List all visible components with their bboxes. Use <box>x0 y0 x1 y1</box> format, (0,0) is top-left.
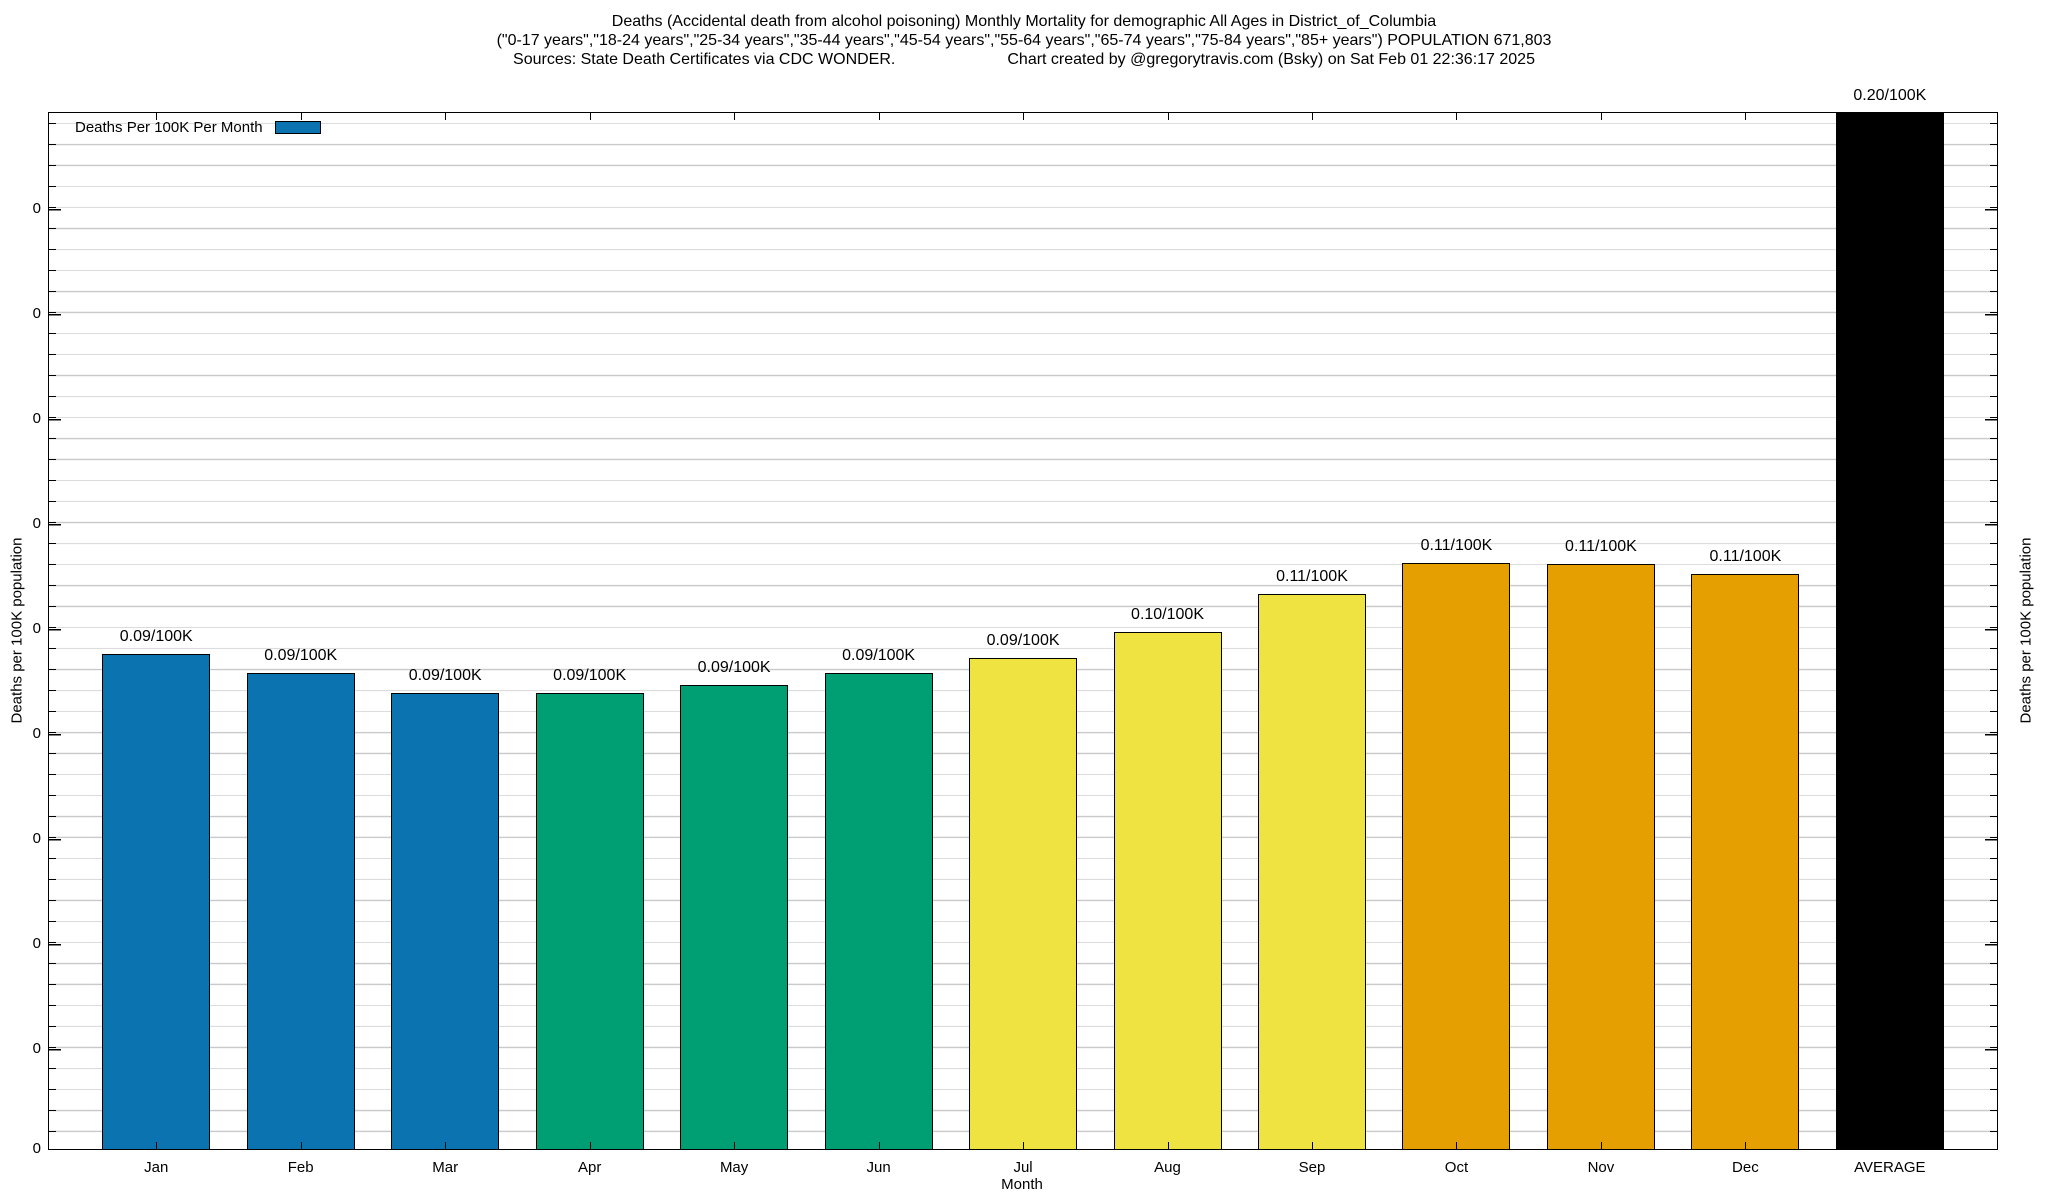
bar-value-label: 0.10/100K <box>1131 606 1204 623</box>
x-tick-label-dec: Dec <box>1732 1159 1759 1176</box>
bar-apr <box>535 693 644 1149</box>
bar-sep <box>1257 594 1366 1149</box>
bar-mar <box>391 693 500 1149</box>
x-tick-label-aug: Aug <box>1154 1159 1181 1176</box>
bar-value-label: 0.11/100K <box>1565 538 1637 555</box>
bar-slot-jun: 0.09/100K Jun <box>806 113 950 1176</box>
bar-jul <box>969 658 1078 1149</box>
bar-slot-feb: 0.09/100K Feb <box>228 113 372 1176</box>
bar-value-label: 0.11/100K <box>1276 568 1348 585</box>
bar-value-label: 0.09/100K <box>264 647 338 664</box>
x-tick-label-jan: Jan <box>144 1159 169 1176</box>
legend-swatch <box>274 121 321 134</box>
x-tick-label-feb: Feb <box>287 1159 314 1176</box>
bar-value-label: 0.09/100K <box>697 659 771 676</box>
bar-average <box>1835 113 1944 1149</box>
bar-slot-jul: 0.09/100K Jul <box>951 113 1095 1176</box>
y-tick-label: 0 <box>32 200 41 217</box>
y-tick-label: 0 <box>32 305 41 322</box>
x-tick-label-may: May <box>719 1159 749 1176</box>
y-tick-label: 0 <box>32 620 41 637</box>
bar-may <box>680 685 789 1149</box>
bar-value-label: 0.20/100K <box>1853 87 1927 104</box>
x-tick-label-jun: Jun <box>866 1159 891 1176</box>
x-tick-label-jul: Jul <box>1013 1159 1033 1176</box>
bar-slot-jan: 0.09/100K Jan <box>84 113 228 1176</box>
bar-slot-may: 0.09/100K May <box>662 113 806 1176</box>
bar-oct <box>1402 563 1511 1149</box>
bar-slot-average: 0.20/100K AVERAGE <box>1818 87 1962 1176</box>
bar-slot-mar: 0.09/100K Mar <box>373 113 517 1176</box>
credit-text: Chart created by @gregorytravis.com (Bsk… <box>1007 51 1535 68</box>
y-tick-label: 0 <box>32 1140 41 1157</box>
bar-feb <box>246 673 355 1149</box>
bar-slot-dec: 0.11/100K Dec <box>1673 113 1817 1176</box>
y-tick-label: 0 <box>32 935 41 952</box>
y-tick-label: 0 <box>32 1040 41 1057</box>
bar-value-label: 0.11/100K <box>1420 537 1493 554</box>
bar-nov <box>1546 564 1655 1149</box>
bar-slot-sep: 0.11/100K Sep <box>1240 113 1384 1176</box>
y-tick-label: 0 <box>32 725 41 742</box>
bar-value-label: 0.09/100K <box>553 667 627 684</box>
bar-slot-nov: 0.11/100K Nov <box>1529 113 1673 1176</box>
bar-value-label: 0.09/100K <box>842 647 916 664</box>
bar-value-label: 0.09/100K <box>986 632 1060 649</box>
chart-title-line1: Deaths (Accidental death from alcohol po… <box>611 13 1437 30</box>
x-tick-label-average: AVERAGE <box>1854 1159 1926 1176</box>
x-tick-label-apr: Apr <box>577 1159 602 1176</box>
x-axis-label: Month <box>1001 1176 1043 1193</box>
bar-aug <box>1113 632 1222 1149</box>
bar-slot-apr: 0.09/100K Apr <box>517 113 661 1176</box>
y-axis-label-right-container: Deaths per 100K population <box>2006 112 2046 1148</box>
y-tick-label: 0 <box>32 830 41 847</box>
bar-value-label: 0.11/100K <box>1709 548 1782 565</box>
bar-slots: 0.09/100K Jan 0.09/100K Feb 0.09/100K Mar 0.09… <box>49 87 1997 1176</box>
legend: Deaths Per 100K Per Month <box>75 119 321 136</box>
bar-value-label: 0.09/100K <box>408 667 482 684</box>
bar-slot-aug: 0.10/100K Aug <box>1095 113 1239 1176</box>
bar-jun <box>824 673 933 1149</box>
bar-jan <box>102 654 211 1149</box>
x-tick-label-nov: Nov <box>1587 1159 1615 1176</box>
bar-value-label: 0.09/100K <box>119 628 193 645</box>
chart-title-line3: Sources: State Death Certificates via CD… <box>0 50 2048 69</box>
chart-title-line2: ("0-17 years","18-24 years","25-34 years… <box>496 32 1552 49</box>
sources-text: Sources: State Death Certificates via CD… <box>513 51 896 68</box>
x-tick-label-mar: Mar <box>432 1159 459 1176</box>
y-axis-label-right: Deaths per 100K population <box>2017 537 2035 723</box>
bar-slot-oct: 0.11/100K Oct <box>1384 113 1528 1176</box>
x-tick-label-sep: Sep <box>1298 1159 1326 1176</box>
y-tick-label: 0 <box>32 515 41 532</box>
x-tick-label-oct: Oct <box>1444 1159 1469 1176</box>
chart-title-block: Deaths (Accidental death from alcohol po… <box>0 12 2048 69</box>
bar-dec <box>1691 574 1800 1149</box>
y-tick-label: 0 <box>32 410 41 427</box>
legend-label: Deaths Per 100K Per Month <box>75 119 263 136</box>
